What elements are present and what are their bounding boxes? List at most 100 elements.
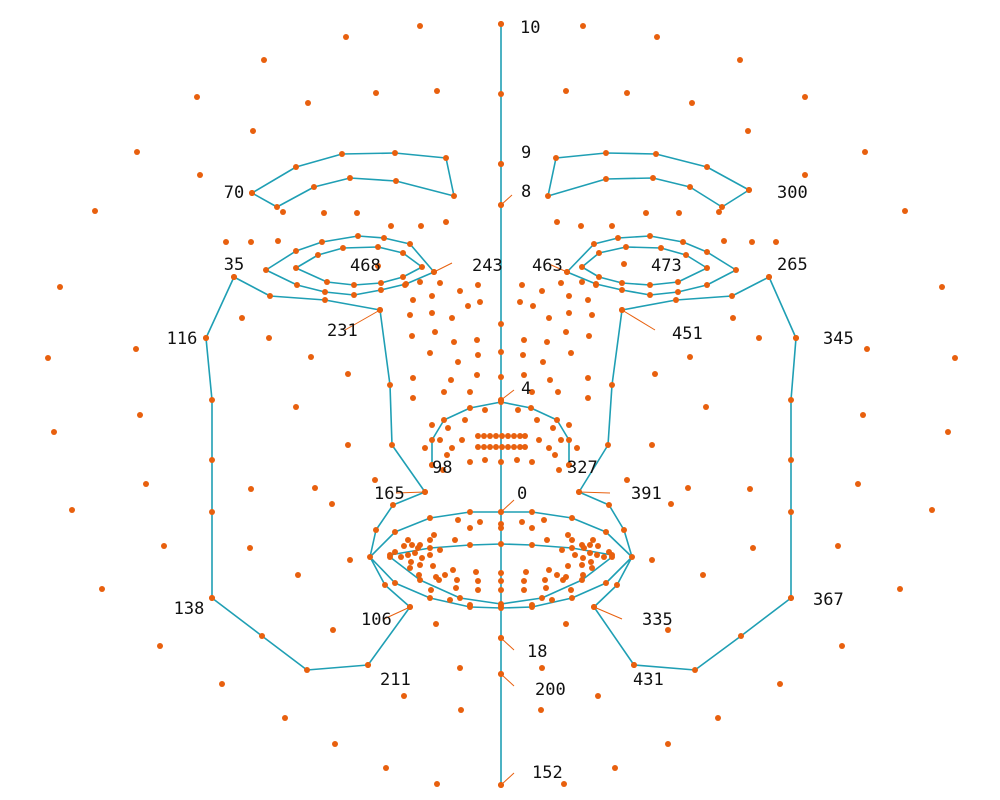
landmark-point bbox=[459, 437, 465, 443]
landmark-point bbox=[621, 527, 627, 533]
landmark-point bbox=[647, 282, 653, 288]
landmark-point bbox=[563, 621, 569, 627]
landmark-point bbox=[248, 239, 254, 245]
landmark-point bbox=[343, 34, 349, 40]
landmark-point bbox=[650, 175, 656, 181]
leader-line-2 bbox=[548, 263, 568, 273]
landmark-point bbox=[542, 577, 548, 583]
landmark-point bbox=[45, 355, 51, 361]
landmark-point bbox=[721, 238, 727, 244]
landmark-point bbox=[447, 597, 453, 603]
landmark-point bbox=[952, 355, 958, 361]
landmark-point bbox=[293, 164, 299, 170]
landmark-point bbox=[565, 563, 571, 569]
landmark-point bbox=[330, 627, 336, 633]
landmark-point bbox=[521, 337, 527, 343]
landmark-point bbox=[392, 549, 398, 555]
landmark-point bbox=[440, 467, 446, 473]
landmark-point bbox=[431, 532, 437, 538]
leader-line-9 bbox=[383, 606, 411, 620]
landmark-label-211: 211 bbox=[380, 670, 411, 690]
landmark-point bbox=[665, 741, 671, 747]
landmark-point bbox=[750, 545, 756, 551]
landmark-point bbox=[521, 372, 527, 378]
landmark-point bbox=[429, 422, 435, 428]
landmark-point bbox=[340, 245, 346, 251]
landmark-point bbox=[280, 209, 286, 215]
landmark-point bbox=[408, 559, 414, 565]
landmark-point bbox=[375, 244, 381, 250]
landmark-point bbox=[609, 382, 615, 388]
landmark-point-10 bbox=[498, 21, 504, 27]
landmark-label-265: 265 bbox=[777, 255, 808, 275]
landmark-point-367 bbox=[788, 595, 794, 601]
landmark-point bbox=[454, 577, 460, 583]
landmark-point bbox=[558, 280, 564, 286]
landmark-point bbox=[319, 239, 325, 245]
landmark-point bbox=[312, 485, 318, 491]
landmark-point bbox=[417, 279, 423, 285]
landmark-point bbox=[549, 597, 555, 603]
landmark-point bbox=[419, 264, 425, 270]
landmark-point bbox=[412, 550, 418, 556]
landmark-point bbox=[559, 547, 565, 553]
landmark-point bbox=[133, 346, 139, 352]
landmark-point bbox=[522, 444, 528, 450]
landmark-point bbox=[441, 417, 447, 423]
landmark-point bbox=[586, 333, 592, 339]
landmark-point bbox=[545, 193, 551, 199]
landmark-point bbox=[433, 621, 439, 627]
landmark-point bbox=[261, 57, 267, 63]
landmark-point-327 bbox=[566, 462, 572, 468]
landmark-point bbox=[407, 241, 413, 247]
landmark-point bbox=[458, 707, 464, 713]
landmark-point bbox=[566, 293, 572, 299]
landmark-point bbox=[498, 578, 504, 584]
landmark-label-70: 70 bbox=[224, 183, 244, 203]
landmark-point bbox=[475, 282, 481, 288]
landmark-point bbox=[467, 509, 473, 515]
landmark-label-200: 200 bbox=[535, 680, 566, 700]
landmark-point bbox=[373, 90, 379, 96]
landmark-point bbox=[400, 274, 406, 280]
landmark-point bbox=[565, 532, 571, 538]
landmark-point bbox=[422, 445, 428, 451]
landmark-point bbox=[393, 178, 399, 184]
landmark-point bbox=[517, 444, 523, 450]
landmark-point bbox=[749, 239, 755, 245]
leader-line-7 bbox=[578, 491, 611, 494]
landmark-point bbox=[609, 554, 615, 560]
landmark-point bbox=[897, 586, 903, 592]
landmark-point bbox=[579, 577, 585, 583]
landmark-point bbox=[773, 239, 779, 245]
landmark-point bbox=[939, 284, 945, 290]
landmark-point bbox=[596, 274, 602, 280]
landmark-point bbox=[293, 265, 299, 271]
landmark-point bbox=[520, 352, 526, 358]
landmark-point bbox=[402, 282, 408, 288]
landmark-point bbox=[388, 223, 394, 229]
landmark-point-18 bbox=[498, 635, 504, 641]
leader-line-4 bbox=[621, 309, 656, 331]
landmark-point bbox=[475, 587, 481, 593]
landmark-point bbox=[455, 517, 461, 523]
landmark-point bbox=[401, 543, 407, 549]
landmark-point bbox=[427, 537, 433, 543]
landmark-point bbox=[730, 315, 736, 321]
landmark-point bbox=[544, 339, 550, 345]
landmark-point bbox=[530, 303, 536, 309]
landmark-point bbox=[556, 467, 562, 473]
landmark-point bbox=[614, 582, 620, 588]
landmark-point bbox=[729, 293, 735, 299]
landmark-point bbox=[615, 235, 621, 241]
landmark-point bbox=[434, 88, 440, 94]
landmark-point bbox=[322, 289, 328, 295]
landmark-point bbox=[737, 57, 743, 63]
landmark-point bbox=[475, 444, 481, 450]
landmark-point bbox=[250, 128, 256, 134]
landmark-point bbox=[239, 315, 245, 321]
landmark-point bbox=[467, 405, 473, 411]
landmark-point bbox=[462, 417, 468, 423]
landmark-point bbox=[579, 279, 585, 285]
